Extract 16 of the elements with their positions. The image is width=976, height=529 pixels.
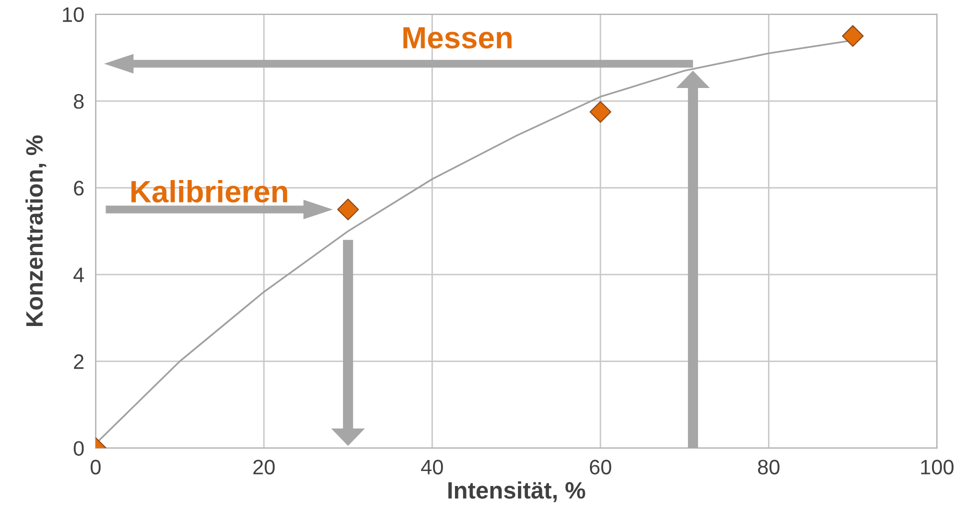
x-tick-label: 20 xyxy=(253,460,275,474)
x-tick-label: 0 xyxy=(90,460,101,474)
y-tick-label: 4 xyxy=(73,268,84,282)
annotation: Kalibrieren xyxy=(131,180,288,203)
y-tick-label: 6 xyxy=(74,180,84,196)
x-axis-title: Intensität, % xyxy=(448,481,586,502)
y-tick-label: 10 xyxy=(62,7,84,22)
x-tick-label: 80 xyxy=(758,460,780,474)
annotation: Messen xyxy=(403,27,512,49)
x-tick-label: 100 xyxy=(921,460,954,474)
y-tick-label: 0 xyxy=(74,441,84,456)
x-tick-label: 60 xyxy=(590,460,612,474)
x-tick-label: 40 xyxy=(421,460,443,474)
y-tick-label: 2 xyxy=(74,354,84,369)
y-tick-label: 8 xyxy=(74,94,84,109)
y-axis-title: Konzentration, % xyxy=(25,135,46,326)
